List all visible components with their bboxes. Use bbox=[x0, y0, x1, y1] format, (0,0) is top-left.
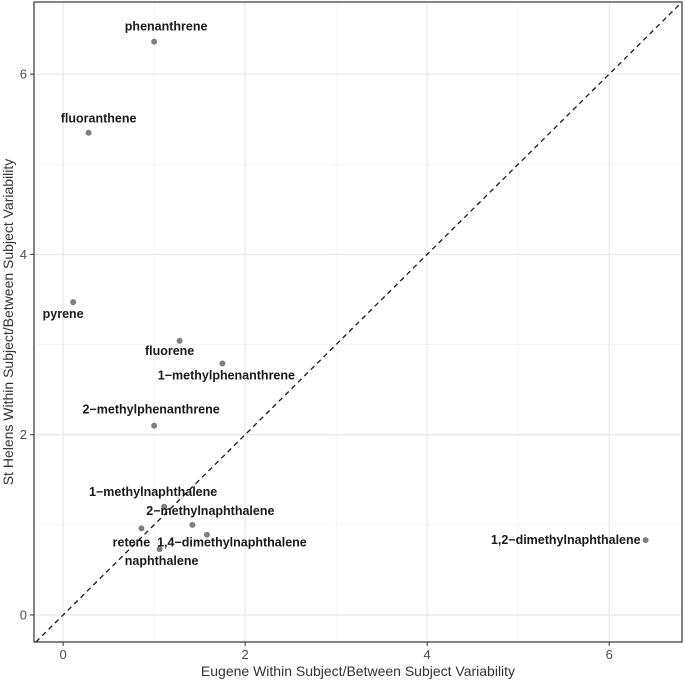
y-tick-label: 6 bbox=[20, 67, 27, 82]
point-label: retene bbox=[113, 535, 151, 549]
data-point bbox=[189, 521, 196, 528]
x-axis-title: Eugene Within Subject/Between Subject Va… bbox=[201, 663, 515, 679]
identity-reference-line bbox=[35, 1, 683, 643]
point-label: 2−methylnaphthalene bbox=[146, 504, 274, 518]
x-tick-label: 2 bbox=[242, 647, 249, 662]
y-tick-label: 0 bbox=[20, 607, 27, 622]
points-layer bbox=[70, 38, 649, 553]
point-label: pyrene bbox=[43, 307, 84, 321]
data-point bbox=[203, 531, 210, 538]
point-label: fluorene bbox=[145, 344, 194, 358]
data-point bbox=[151, 38, 158, 45]
data-point bbox=[151, 422, 158, 429]
point-label: naphthalene bbox=[125, 554, 199, 568]
data-point bbox=[70, 299, 77, 306]
reference-line-layer bbox=[35, 1, 683, 643]
data-point bbox=[138, 525, 145, 532]
plot-border bbox=[33, 1, 683, 643]
point-label: 1,4−dimethylnaphthalene bbox=[157, 536, 307, 550]
point-labels-layer: phenanthrene fluoranthene pyrene fluorene 1−… bbox=[43, 20, 641, 568]
data-point bbox=[161, 503, 168, 510]
y-axis-title: St Helens Within Subject/Between Subject… bbox=[0, 159, 16, 486]
data-point bbox=[176, 337, 183, 344]
point-label: phenanthrene bbox=[125, 20, 208, 34]
data-point bbox=[642, 537, 649, 544]
data-point bbox=[219, 360, 226, 367]
y-tick-label: 2 bbox=[20, 427, 27, 442]
data-point bbox=[85, 129, 92, 136]
y-tick-label: 4 bbox=[20, 247, 27, 262]
point-label: 1−methylnaphthalene bbox=[89, 485, 217, 499]
x-tick-label: 0 bbox=[60, 647, 67, 662]
point-label: 1,2−dimethylnaphthalene bbox=[491, 533, 641, 547]
point-label: 1−methylphenanthrene bbox=[158, 368, 295, 382]
x-tick-label: 4 bbox=[424, 647, 431, 662]
point-label: 2−methylphenanthrene bbox=[83, 403, 220, 417]
x-tick-label: 6 bbox=[606, 647, 613, 662]
ticks-layer: 0 2 4 6 0 2 4 6 bbox=[20, 67, 613, 662]
point-label: fluoranthene bbox=[61, 112, 137, 126]
data-point bbox=[156, 546, 163, 553]
